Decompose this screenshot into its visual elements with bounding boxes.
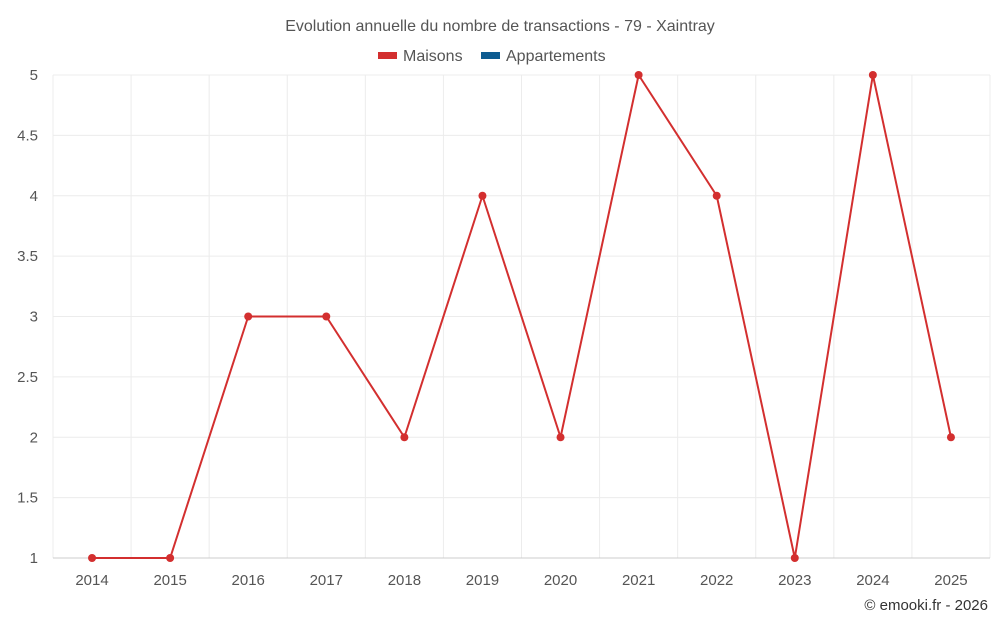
y-tick-label: 2	[30, 429, 38, 446]
x-tick-label: 2020	[544, 572, 577, 589]
legend-label-maisons[interactable]: Maisons	[403, 48, 463, 65]
x-tick-label: 2022	[700, 572, 733, 589]
data-point[interactable]	[322, 312, 331, 321]
x-tick-label: 2025	[934, 572, 967, 589]
x-tick-label: 2015	[153, 572, 186, 589]
y-tick-label: 5	[30, 67, 38, 84]
y-tick-label: 3.5	[17, 248, 38, 265]
x-tick-label: 2023	[778, 572, 811, 589]
x-axis: 2014 2015 2016 2017 2018 2019 2020 2021 2022 2023…	[53, 557, 990, 589]
y-tick-label: 2.5	[17, 369, 38, 386]
data-point[interactable]	[868, 71, 877, 79]
y-tick-label: 1	[30, 550, 38, 567]
x-tick-label: 2019	[466, 572, 499, 589]
x-tick-label: 2021	[622, 572, 655, 589]
y-axis: 1 1.5 2 2.5 3 3.5 4 4.5 5	[17, 67, 38, 567]
data-point[interactable]	[400, 433, 409, 442]
x-tick-label: 2016	[232, 572, 265, 589]
y-tick-label: 1.5	[17, 490, 38, 507]
series-line-maisons	[92, 74, 952, 559]
x-tick-label: 2014	[75, 572, 108, 589]
data-point[interactable]	[478, 191, 487, 200]
data-point[interactable]	[244, 312, 253, 321]
data-point[interactable]	[166, 554, 175, 562]
legend-swatch-maisons[interactable]	[378, 52, 397, 59]
data-point[interactable]	[88, 554, 97, 562]
data-point[interactable]	[556, 433, 565, 442]
legend: Maisons Appartements	[378, 48, 606, 65]
y-tick-label: 4	[30, 188, 38, 205]
x-tick-label: 2017	[310, 572, 343, 589]
legend-label-appartements[interactable]: Appartements	[506, 48, 606, 65]
y-tick-label: 4.5	[17, 127, 38, 144]
legend-swatch-appartements[interactable]	[481, 52, 500, 59]
data-point[interactable]	[712, 191, 721, 200]
data-point[interactable]	[946, 433, 955, 442]
x-tick-label: 2018	[388, 572, 421, 589]
data-point[interactable]	[790, 554, 799, 562]
credit-text: © emooki.fr - 2026	[864, 597, 988, 614]
x-tick-label: 2024	[856, 572, 889, 589]
data-point[interactable]	[634, 71, 643, 79]
series-layer	[88, 71, 955, 562]
chart-title: Evolution annuelle du nombre de transact…	[285, 18, 715, 35]
y-tick-label: 3	[30, 309, 38, 326]
